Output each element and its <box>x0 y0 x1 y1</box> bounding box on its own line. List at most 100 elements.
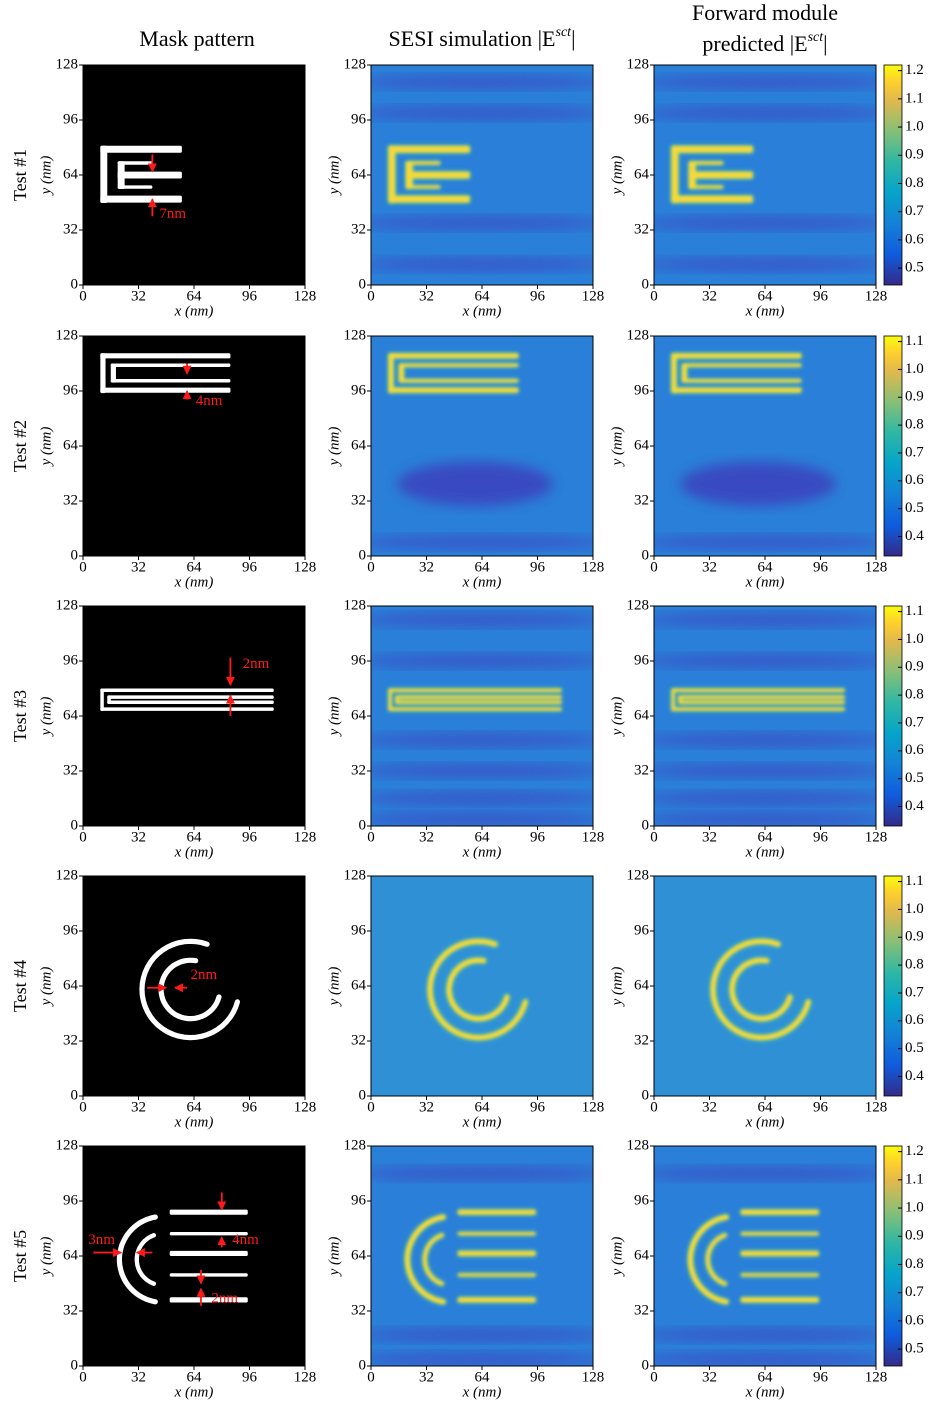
y-tick-label: 0 <box>359 547 367 563</box>
y-tick-label: 32 <box>63 1032 78 1048</box>
heatmap-band <box>371 812 593 826</box>
x-tick-label: 128 <box>294 829 317 845</box>
row-label: Test #3 <box>10 690 30 742</box>
y-tick-label: 32 <box>351 762 366 778</box>
heatmap-hot <box>398 378 519 383</box>
colorbar-tick-label: 1.1 <box>905 333 924 349</box>
heatmap-hot <box>388 145 396 204</box>
panel: 0 32 64 96 128 0 32 64 96 128 x (nm) y (nm) <box>326 867 604 1130</box>
panel-image <box>371 65 593 285</box>
x-tick-label: 128 <box>582 288 605 304</box>
y-tick-label: 64 <box>63 437 79 453</box>
heatmap-band <box>654 764 876 778</box>
heatmap-hot <box>388 353 394 394</box>
x-axis-label: x (nm) <box>745 844 785 860</box>
y-tick-label: 0 <box>642 276 650 292</box>
x-axis-label: x (nm) <box>745 1114 785 1130</box>
y-tick-label: 128 <box>344 597 367 613</box>
mask-background <box>83 336 305 556</box>
colorbar-tick-label: 1.0 <box>905 1199 924 1215</box>
heatmap-hot <box>422 1233 445 1286</box>
y-axis-label: y (nm) <box>326 967 342 1008</box>
colorbar-tick-label: 0.9 <box>905 147 924 163</box>
column-title: Mask pattern <box>139 26 254 51</box>
colorbar-tick-label: 1.1 <box>905 1171 924 1187</box>
heatmap-band <box>680 461 836 506</box>
annotation: 4nm <box>196 393 223 409</box>
heatmap-band <box>371 75 593 90</box>
heatmap-hot <box>427 938 529 1041</box>
x-tick-label: 64 <box>758 559 774 575</box>
heatmap-background <box>371 65 593 285</box>
panel-image <box>654 606 876 826</box>
heatmap-hot <box>398 363 404 383</box>
y-tick-label: 96 <box>63 382 79 398</box>
y-tick-label: 96 <box>351 922 367 938</box>
panel-image <box>371 1146 593 1366</box>
x-tick-label: 96 <box>530 829 546 845</box>
y-tick-label: 96 <box>351 382 367 398</box>
y-axis-label: y (nm) <box>609 697 625 738</box>
x-tick-label: 64 <box>187 559 203 575</box>
colorbar-tick-label: 0.9 <box>905 929 924 945</box>
x-tick-label: 128 <box>582 559 605 575</box>
colorbar-tick-label: 0.6 <box>905 1012 924 1028</box>
y-axis-label: y (nm) <box>326 427 342 468</box>
y-axis-label: y (nm) <box>38 697 54 738</box>
colorbar-tick-label: 1.1 <box>905 603 924 619</box>
heatmap-band <box>654 654 876 668</box>
panel-image <box>371 336 593 556</box>
panel-image <box>83 1146 305 1366</box>
heatmap-hot <box>671 688 675 712</box>
y-tick-label: 64 <box>63 166 79 182</box>
x-axis-label: x (nm) <box>174 303 214 319</box>
x-tick-label: 96 <box>242 829 258 845</box>
x-tick-label: 96 <box>242 559 258 575</box>
heatmap-hot <box>681 363 802 367</box>
y-tick-label: 32 <box>351 1032 366 1048</box>
panel: 0 32 64 96 128 0 32 64 96 128 x (nm) y (nm) <box>609 597 887 860</box>
x-tick-label: 64 <box>758 829 774 845</box>
x-axis-label: x (nm) <box>174 1384 214 1400</box>
heatmap-hot <box>740 1250 819 1257</box>
heatmap-hot <box>740 1209 819 1215</box>
heatmap-background <box>654 336 876 556</box>
y-tick-label: 96 <box>63 652 79 668</box>
heatmap-hot <box>388 145 470 153</box>
colorbar-tick-label: 0.4 <box>905 528 924 544</box>
x-tick-label: 128 <box>294 1369 317 1385</box>
colorbar-tick-label: 0.8 <box>905 417 924 433</box>
column-title-sup: sct <box>556 25 573 40</box>
heatmap-hot <box>395 695 562 699</box>
colorbar-tick-label: 0.7 <box>905 984 924 1000</box>
panel-image <box>654 1146 876 1366</box>
x-axis-label: x (nm) <box>745 1384 785 1400</box>
x-tick-label: 0 <box>650 1369 658 1385</box>
mask-shape <box>100 688 274 692</box>
x-tick-label: 0 <box>367 1369 375 1385</box>
y-tick-label: 64 <box>351 1247 367 1263</box>
x-axis-label: x (nm) <box>745 574 785 590</box>
x-tick-label: 0 <box>367 1099 375 1115</box>
x-tick-label: 64 <box>187 1099 203 1115</box>
x-tick-label: 64 <box>758 288 774 304</box>
y-tick-label: 0 <box>642 817 650 833</box>
x-tick-label: 96 <box>813 1369 829 1385</box>
y-tick-label: 96 <box>351 111 367 127</box>
y-tick-label: 0 <box>359 817 367 833</box>
heatmap-band <box>371 1328 593 1343</box>
x-tick-label: 32 <box>131 829 146 845</box>
heatmap-hot <box>388 707 562 711</box>
heatmap-hot <box>457 1231 536 1236</box>
x-tick-label: 0 <box>79 559 87 575</box>
annotation: 4nm <box>232 1232 259 1248</box>
x-tick-label: 96 <box>813 288 829 304</box>
hot <box>427 938 529 1041</box>
panel: 0 32 64 96 128 0 32 64 96 128 x (nm) y (nm) <box>609 56 887 319</box>
colorbar-tick-label: 0.5 <box>905 770 924 786</box>
y-tick-label: 128 <box>56 597 79 613</box>
x-tick-label: 64 <box>187 829 203 845</box>
heatmap-hot <box>388 195 470 203</box>
hot <box>404 1209 536 1305</box>
panel: 0 32 64 96 128 0 32 64 96 128 x (nm) y (nm) 2nm <box>38 867 316 1130</box>
